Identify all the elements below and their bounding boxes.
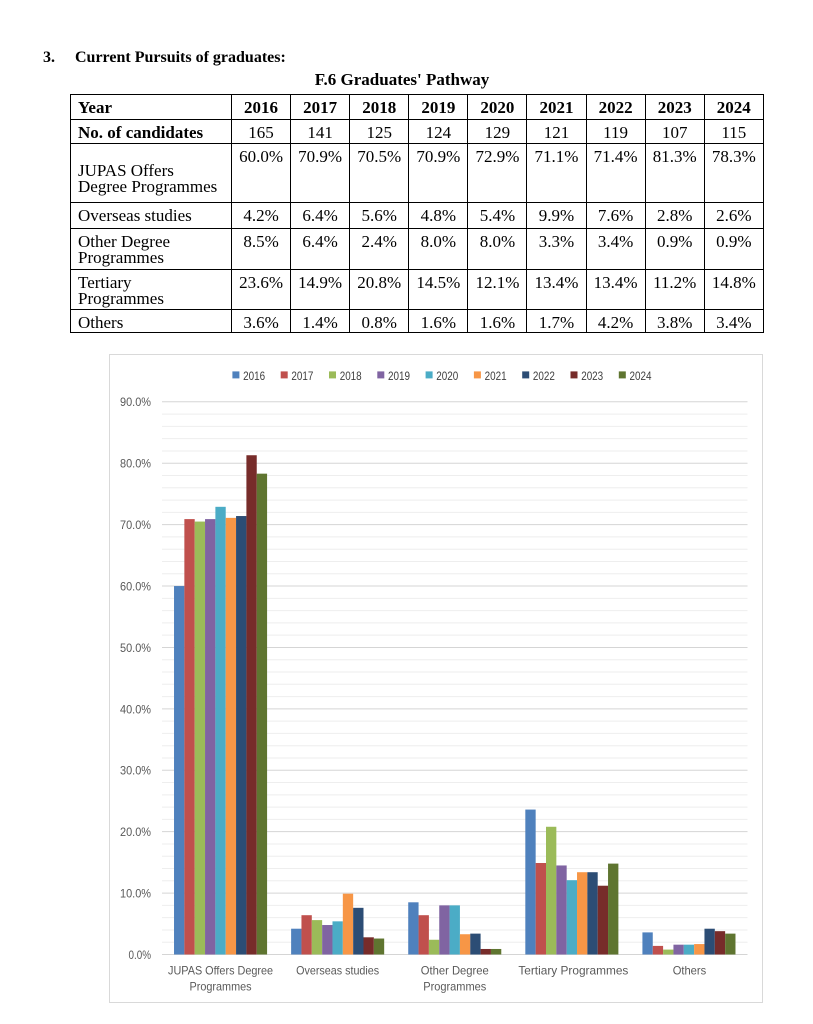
- svg-text:50.0%: 50.0%: [120, 641, 151, 655]
- svg-text:Programmes: Programmes: [190, 980, 252, 994]
- svg-text:2021: 2021: [485, 369, 507, 383]
- svg-text:2022: 2022: [533, 369, 555, 383]
- svg-text:70.0%: 70.0%: [120, 518, 151, 532]
- svg-text:10.0%: 10.0%: [120, 886, 151, 900]
- svg-text:Others: Others: [673, 964, 707, 978]
- svg-text:0.0%: 0.0%: [129, 948, 152, 962]
- svg-text:20.0%: 20.0%: [120, 825, 151, 839]
- svg-text:60.0%: 60.0%: [120, 579, 151, 593]
- svg-text:90.0%: 90.0%: [120, 395, 151, 409]
- svg-text:JUPAS Offers Degree: JUPAS Offers Degree: [168, 964, 273, 978]
- svg-text:40.0%: 40.0%: [120, 702, 151, 716]
- svg-text:2016: 2016: [243, 369, 265, 383]
- svg-text:Other Degree: Other Degree: [421, 964, 489, 978]
- svg-text:80.0%: 80.0%: [120, 457, 151, 471]
- svg-text:2024: 2024: [630, 369, 652, 383]
- svg-text:Overseas studies: Overseas studies: [296, 964, 379, 978]
- svg-text:30.0%: 30.0%: [120, 764, 151, 778]
- svg-text:Programmes: Programmes: [423, 980, 486, 994]
- svg-text:2017: 2017: [291, 369, 313, 383]
- svg-text:2023: 2023: [581, 369, 603, 383]
- svg-text:2018: 2018: [340, 369, 362, 383]
- svg-text:Tertiary Programmes: Tertiary Programmes: [518, 964, 628, 978]
- svg-text:2019: 2019: [388, 369, 410, 383]
- svg-text:2020: 2020: [436, 369, 458, 383]
